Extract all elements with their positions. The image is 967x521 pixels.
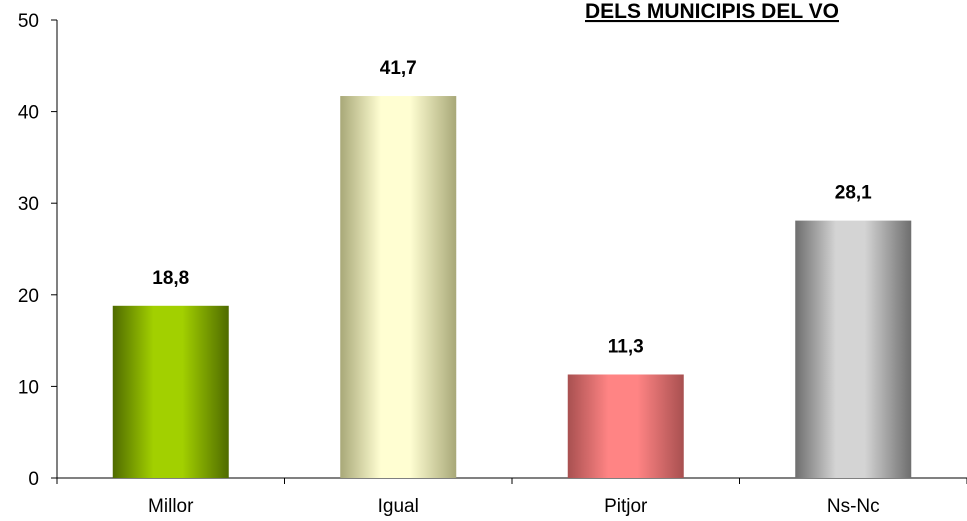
data-label: 11,3 [608,336,644,357]
y-tick-label: 20 [18,286,39,307]
labels: 18,8 Millor 41,7 Igual 11,3 Pitjor 28,1 Ns-Nc [148,58,880,517]
bar-pitjor [567,374,684,478]
data-label: 41,7 [380,58,417,79]
category-label: Ns-Nc [827,496,880,517]
y-tick-label: 10 [18,377,39,398]
y-tick-label: 30 [18,194,39,215]
category-label: Igual [378,496,419,517]
y-tick-label: 0 [28,469,39,490]
bar-millor [112,305,229,478]
category-label: Millor [148,496,194,517]
data-label: 28,1 [835,183,872,204]
bars [112,96,912,478]
data-label: 18,8 [152,268,189,289]
chart-title: DELS MUNICIPIS DEL VO [585,0,839,23]
bar-ns-nc [795,220,912,478]
category-label: Pitjor [604,496,648,517]
y-tick-label: 40 [18,103,39,124]
y-tick-label: 50 [18,11,39,32]
bar-igual [340,96,457,478]
